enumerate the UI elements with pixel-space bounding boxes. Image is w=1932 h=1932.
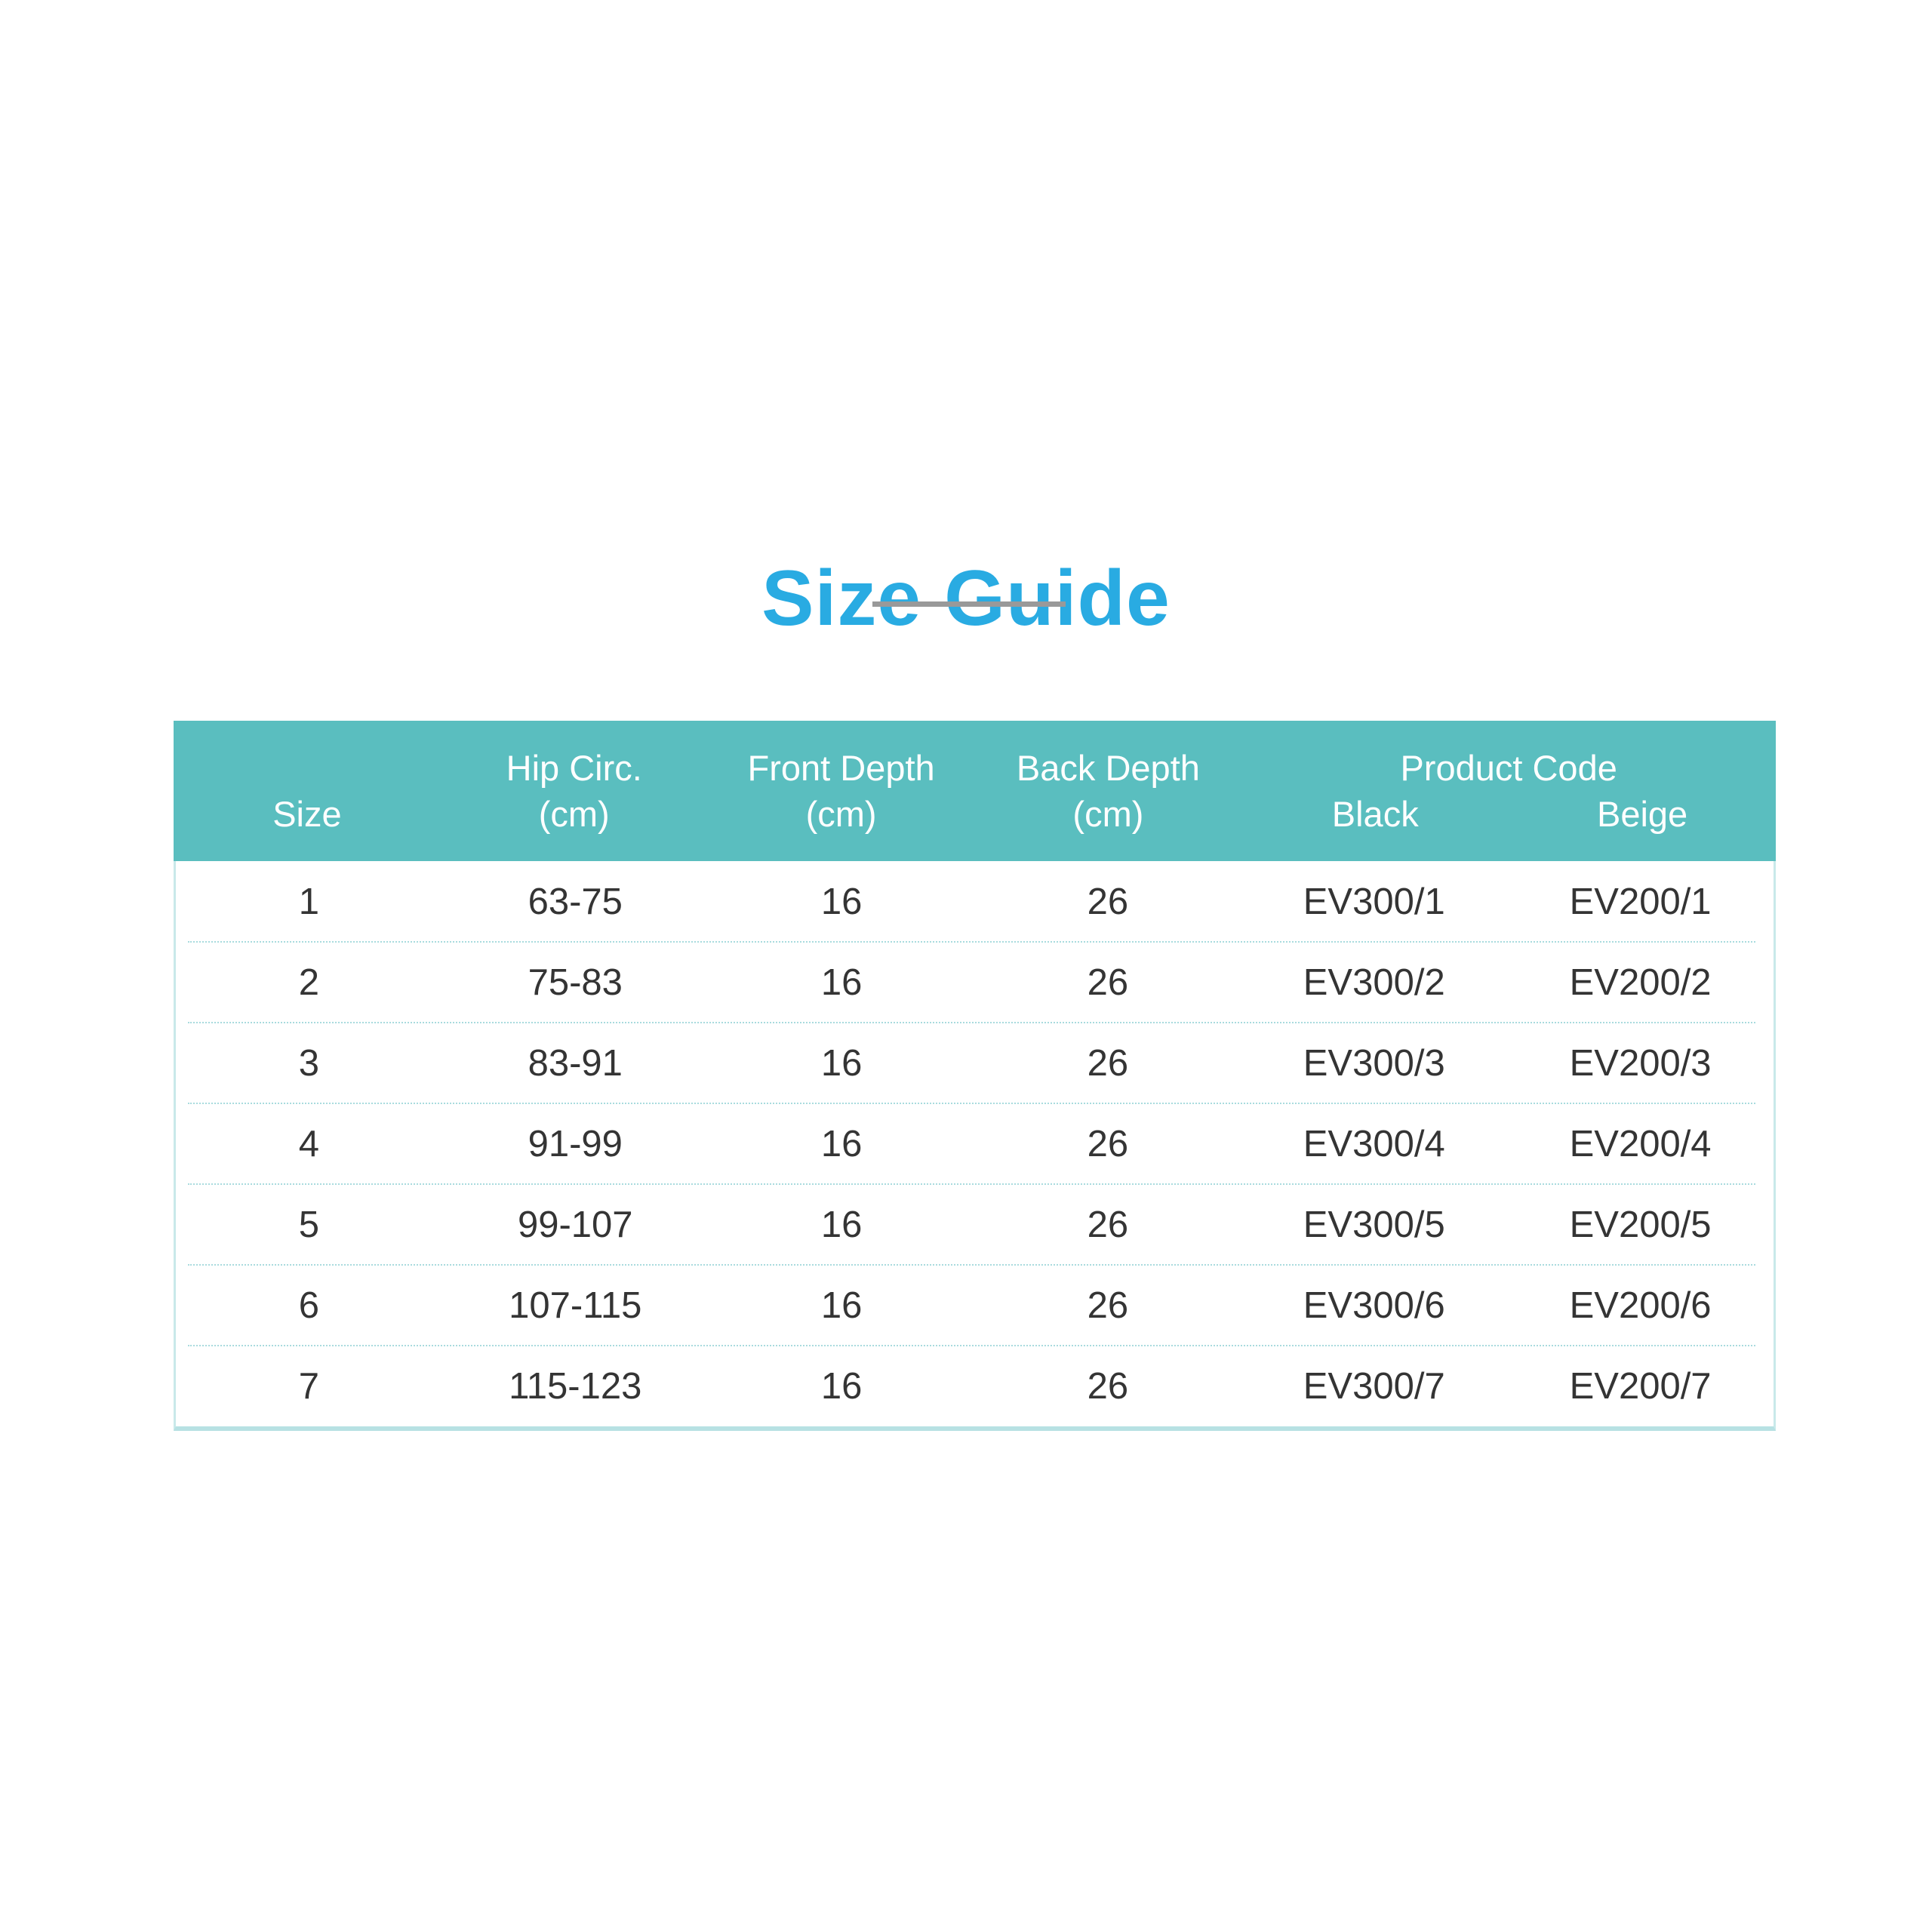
cell-front: 16 [820, 1123, 863, 1164]
cell-beige: EV200/6 [1569, 1284, 1712, 1326]
cell-back: 26 [1087, 881, 1129, 922]
cell-beige: EV200/2 [1569, 961, 1712, 1003]
header-hip-circ: Hip Circ. [506, 747, 642, 788]
cell-back: 26 [1087, 1284, 1129, 1326]
cell-black: EV300/2 [1303, 961, 1445, 1003]
table-row: 7 115-123 16 26 EV300/7 EV200/7 [176, 1345, 1774, 1426]
cell-size: 3 [298, 1042, 320, 1084]
cell-beige: EV200/4 [1569, 1123, 1712, 1164]
cell-hip: 75-83 [528, 961, 623, 1003]
table-row: 5 99-107 16 26 EV300/5 EV200/5 [176, 1183, 1774, 1265]
cell-black: EV300/4 [1303, 1123, 1445, 1164]
table-row: 2 75-83 16 26 EV300/2 EV200/2 [176, 941, 1774, 1023]
cell-hip: 99-107 [517, 1204, 633, 1245]
cell-black: EV300/3 [1303, 1042, 1445, 1084]
header-front-unit: (cm) [805, 794, 877, 834]
table-row: 1 63-75 16 26 EV300/1 EV200/1 [176, 861, 1774, 942]
cell-hip: 63-75 [528, 881, 623, 922]
cell-back: 26 [1087, 1365, 1129, 1407]
cell-front: 16 [820, 1204, 863, 1245]
cell-back: 26 [1087, 1042, 1129, 1084]
cell-front: 16 [820, 1042, 863, 1084]
cell-size: 5 [298, 1204, 320, 1245]
size-guide-table: Hip Circ. Front Depth Back Depth Product… [174, 721, 1776, 1431]
cell-black: EV300/1 [1303, 881, 1445, 922]
header-hip-unit: (cm) [538, 794, 610, 834]
cell-back: 26 [1087, 961, 1129, 1003]
cell-size: 1 [298, 881, 320, 922]
cell-black: EV300/5 [1303, 1204, 1445, 1245]
table-header: Hip Circ. Front Depth Back Depth Product… [174, 721, 1776, 861]
cell-beige: EV200/5 [1569, 1204, 1712, 1245]
cell-hip: 91-99 [528, 1123, 623, 1164]
table-row: 6 107-115 16 26 EV300/6 EV200/6 [176, 1264, 1774, 1346]
cell-black: EV300/6 [1303, 1284, 1445, 1326]
cell-beige: EV200/3 [1569, 1042, 1712, 1084]
cell-front: 16 [820, 1284, 863, 1326]
cell-front: 16 [820, 881, 863, 922]
header-back-unit: (cm) [1072, 794, 1144, 834]
cell-beige: EV200/1 [1569, 881, 1712, 922]
cell-size: 4 [298, 1123, 320, 1164]
cell-hip: 115-123 [509, 1365, 642, 1407]
header-back-depth: Back Depth [1016, 747, 1200, 788]
header-size: Size [272, 794, 342, 834]
cell-back: 26 [1087, 1123, 1129, 1164]
cell-size: 2 [298, 961, 320, 1003]
table-row: 4 91-99 16 26 EV300/4 EV200/4 [176, 1103, 1774, 1184]
header-front-depth: Front Depth [747, 747, 935, 788]
cell-front: 16 [820, 961, 863, 1003]
header-product-code: Product Code [1400, 747, 1617, 788]
table-row: 3 83-91 16 26 EV300/3 EV200/3 [176, 1022, 1774, 1103]
cell-hip: 83-91 [528, 1042, 623, 1084]
cell-size: 6 [298, 1284, 320, 1326]
header-code-beige: Beige [1596, 794, 1688, 834]
table-body: 1 63-75 16 26 EV300/1 EV200/1 2 75-83 16 26 EV300/… [174, 861, 1776, 1431]
cell-beige: EV200/7 [1569, 1365, 1712, 1407]
title-underline-rule [872, 601, 1066, 607]
page-title: Size Guide [761, 554, 1171, 642]
cell-front: 16 [820, 1365, 863, 1407]
cell-black: EV300/7 [1303, 1365, 1445, 1407]
cell-back: 26 [1087, 1204, 1129, 1245]
header-code-black: Black [1331, 794, 1419, 834]
cell-size: 7 [298, 1365, 320, 1407]
cell-hip: 107-115 [509, 1284, 642, 1326]
